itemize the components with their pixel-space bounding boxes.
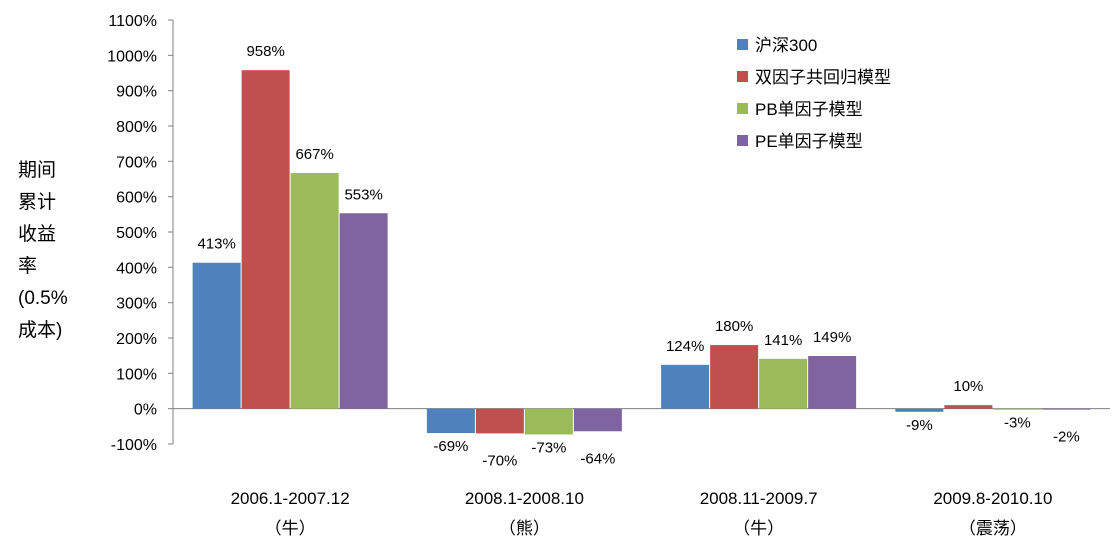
y-tick-label: 200% xyxy=(116,331,157,348)
bar-data-label: -70% xyxy=(482,452,517,469)
legend-entry: PE单因子模型 xyxy=(755,132,863,151)
y-tick-label: 400% xyxy=(116,260,157,277)
bars xyxy=(192,70,1091,435)
y-tick-label: 100% xyxy=(116,366,157,383)
x-category-label: 2009.8-2010.10 xyxy=(933,489,1052,508)
legend-swatch xyxy=(737,71,748,82)
bar xyxy=(944,405,993,409)
bar xyxy=(339,213,388,409)
x-category-label: （震荡） xyxy=(959,519,1027,538)
x-category-label: 2006.1-2007.12 xyxy=(231,489,350,508)
y-axis-label-line: 率 xyxy=(18,255,37,277)
y-tick-label: 1000% xyxy=(107,48,157,65)
legend-swatch xyxy=(737,135,748,146)
legend-swatch xyxy=(737,103,748,114)
bar xyxy=(895,408,944,412)
bar-data-label: -73% xyxy=(531,439,566,456)
x-category-label: （牛） xyxy=(733,519,784,538)
category-labels: 2006.1-2007.12 （牛） 2008.1-2008.10 （熊） 2008.1… xyxy=(231,489,1053,538)
x-category-label: 2008.11-2009.7 xyxy=(700,489,818,508)
data-labels: 413% 958% 667% 553% -69% -70% -73% -64% 124% 180%… xyxy=(197,43,1079,469)
bar-data-label: 10% xyxy=(953,378,983,395)
bar xyxy=(426,408,475,434)
bar-data-label: 958% xyxy=(246,43,284,60)
bar xyxy=(192,262,241,409)
bar-data-label: -9% xyxy=(906,417,933,434)
bar xyxy=(241,70,290,409)
y-tick-label: 1100% xyxy=(108,13,157,30)
legend-swatch xyxy=(737,39,748,50)
bar-data-label: 141% xyxy=(764,332,802,349)
legend-entry: 双因子共回归模型 xyxy=(755,68,891,87)
y-axis-label-line: (0.5% xyxy=(18,288,68,309)
y-tick-label: -100% xyxy=(111,437,157,454)
y-tick-label: 900% xyxy=(116,84,157,101)
bar-data-label: -69% xyxy=(433,438,468,455)
bar xyxy=(759,358,808,409)
bar-data-label: -3% xyxy=(1004,415,1031,432)
bar xyxy=(1042,408,1091,410)
legend: 沪深300 双因子共回归模型 PB单因子模型 PE单因子模型 xyxy=(737,36,891,151)
bar xyxy=(710,345,759,409)
y-axis-ticks: -100% 0% 100% 200% 300% 400% 500% 600% 700% 800% 9… xyxy=(107,13,173,454)
y-axis-label-line: 期间 xyxy=(18,159,56,181)
bar-data-label: -2% xyxy=(1053,428,1080,445)
bar xyxy=(993,408,1042,410)
bar xyxy=(475,408,524,434)
y-tick-label: 0% xyxy=(134,402,157,419)
x-category-label: （牛） xyxy=(265,519,316,538)
y-tick-label: 800% xyxy=(116,119,157,136)
bar xyxy=(808,356,857,409)
bar-data-label: -64% xyxy=(580,450,615,467)
y-axis-label-line: 成本) xyxy=(18,319,62,341)
bar-data-label: 667% xyxy=(295,146,333,163)
bar-data-label: 413% xyxy=(197,236,235,253)
y-tick-label: 600% xyxy=(116,190,157,207)
legend-entry: 沪深300 xyxy=(755,36,817,55)
x-category-label: （熊） xyxy=(499,519,550,538)
y-axis-label-line: 累计 xyxy=(18,191,56,213)
x-category-label: 2008.1-2008.10 xyxy=(465,489,584,508)
y-tick-label: 500% xyxy=(116,225,157,242)
y-axis-label-line: 收益 xyxy=(18,223,56,245)
bar-data-label: 180% xyxy=(715,318,753,335)
y-tick-label: 300% xyxy=(116,296,157,313)
bar xyxy=(573,408,622,432)
bar xyxy=(661,364,710,409)
bar xyxy=(290,172,339,409)
y-tick-label: 700% xyxy=(116,154,157,171)
bar-data-label: 553% xyxy=(344,186,382,203)
bar-data-label: 124% xyxy=(666,338,704,355)
legend-entry: PB单因子模型 xyxy=(755,100,863,119)
bar-data-label: 149% xyxy=(813,329,851,346)
bar xyxy=(524,408,573,435)
